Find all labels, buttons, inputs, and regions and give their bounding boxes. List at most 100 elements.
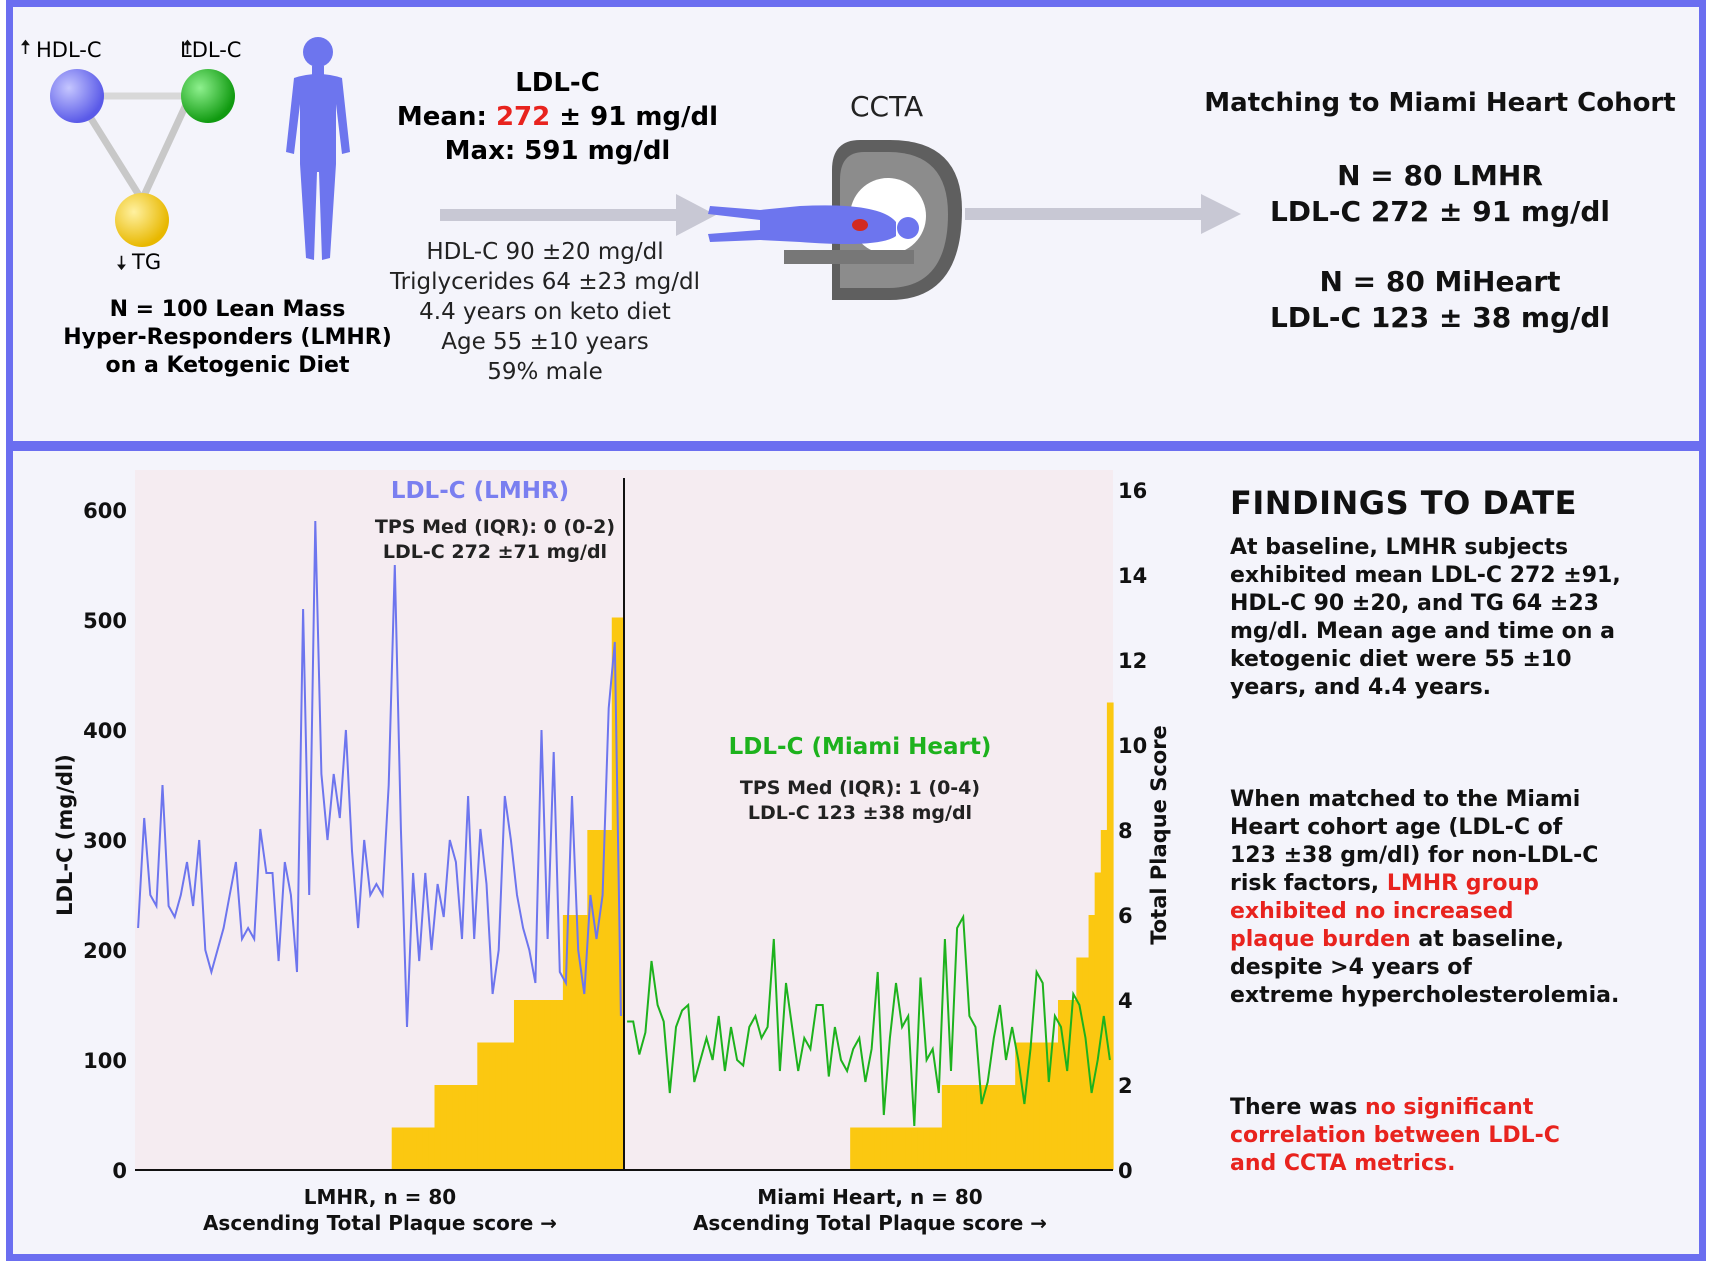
cohort-line: N = 100 Lean Mass [109,297,346,322]
tps-bar [874,1127,882,1170]
tps-bar [581,915,588,1170]
tps-bar [1088,915,1096,1170]
tps-bar [868,1127,876,1170]
lmhr-ldl: LDL-C 272 ±71 mg/dl [382,541,608,563]
stat-line: Triglycerides 64 ±23 mg/dl [390,269,700,295]
ldl-ball [181,69,235,123]
tps-bar [513,1000,521,1170]
findings-line: exhibited mean LDL-C 272 ±91, [1230,563,1621,588]
tg-ball [115,193,169,247]
miheart-series-title: LDL-C (Miami Heart) [728,734,992,760]
tps-bar [458,1085,466,1170]
y-tick-label: 0 [112,1159,127,1183]
tps-bar [954,1085,961,1170]
findings-line: risk factors, LMHR group [1230,870,1690,898]
tps-bar [410,1127,417,1170]
tps-bar [434,1085,442,1170]
tps-bar [1051,1042,1059,1170]
ccta-scanner-icon [708,140,962,300]
y2-axis-label: Total Plaque Score [1147,725,1171,945]
left-axis-ticks: 0 100 200 300 400 500 600 [83,499,127,1183]
triangle-edge-right [138,94,194,202]
tps-bar [599,830,607,1170]
tg-label: TG [132,250,162,274]
tps-bar [1100,830,1108,1170]
tps-bar [416,1127,423,1170]
tps-bar [886,1127,894,1170]
y-tick-label: 500 [83,609,127,633]
ldl-max-line: Max: 591 mg/dl [444,136,671,166]
miheart-tps: TPS Med (IQR): 1 (0-4) [739,777,981,799]
tps-bar [544,1000,552,1170]
tps-bar [532,1000,540,1170]
lmhr-x-label-1: LMHR, n = 80 [303,1185,457,1209]
match-line: N = 80 MiHeart [1319,265,1561,298]
tps-bar [1021,1042,1029,1170]
y-tick-label: 600 [83,499,127,523]
tps-bar [391,1127,399,1170]
y2-tick-label: 2 [1118,1074,1133,1098]
tps-bar [862,1127,870,1170]
findings-highlight: correlation between LDL-C [1230,1123,1560,1148]
findings-highlight: plaque burden [1230,927,1411,952]
tps-bar [526,1000,533,1170]
tps-bar [899,1127,906,1170]
tps-bar [575,915,582,1170]
arrow-to-matching-icon [965,194,1241,234]
tps-bars [391,617,1114,1170]
tps-bar [935,1127,943,1170]
stat-line: Age 55 ±10 years [441,329,649,355]
tps-bar [929,1127,937,1170]
tps-bar [403,1127,411,1170]
miheart-stats: TPS Med (IQR): 1 (0-4) LDL-C 123 ±38 mg/… [710,776,1010,826]
miheart-x-label: Miami Heart, n = 80 Ascending Total Plaq… [640,1184,1100,1236]
tps-bar [507,1042,515,1170]
miheart-x-label-1: Miami Heart, n = 80 [757,1185,983,1209]
hdl-ball [50,69,104,123]
tps-bar [440,1085,448,1170]
person-icon [286,37,350,260]
hdl-label: HDL-C [36,38,102,62]
ldl-mean-line: Mean: 272 ± 91 mg/dl [385,100,730,134]
tps-bar [947,1085,955,1170]
y2-tick-label: 8 [1118,819,1133,843]
findings-line: HDL-C 90 ±20, and TG 64 ±23 [1230,591,1599,616]
ldl-label: LDL-C [180,38,242,62]
tps-bar [1094,872,1102,1170]
findings-line: ketogenic diet were 55 ±10 [1230,647,1572,672]
cohort-line: Hyper-Responders (LMHR) [63,325,392,350]
tps-bar [978,1085,986,1170]
tps-bar [562,915,570,1170]
y2-tick-label: 16 [1118,479,1147,503]
matching-title: Matching to Miami Heart Cohort [1204,88,1676,118]
ldl-lines [137,520,1111,1127]
y2-tick-label: 0 [1118,1159,1133,1183]
tps-bar [856,1127,863,1170]
tps-bar [495,1042,503,1170]
findings-line: There was no significant [1230,1094,1690,1122]
tps-bar [1106,702,1114,1170]
cohort-line: on a Ketogenic Diet [105,353,350,378]
tps-bar [1082,957,1090,1170]
tps-bar [397,1127,405,1170]
tps-bar [911,1127,918,1170]
findings-highlight: and CCTA metrics. [1230,1151,1456,1176]
ccta-label: CCTA [850,90,924,123]
findings-line: mg/dl. Mean age and time on a [1230,619,1615,644]
stat-line: 59% male [487,359,603,385]
tps-bar [452,1085,460,1170]
y-tick-label: 300 [83,829,127,853]
findings-suffix: at baseline, [1410,927,1565,952]
lmhr-x-label: LMHR, n = 80 Ascending Total Plaque scor… [150,1184,610,1236]
matching-miheart: N = 80 MiHeart LDL-C 123 ± 38 mg/dl [1180,264,1700,336]
tps-bar [538,1000,546,1170]
y2-tick-label: 6 [1118,904,1133,928]
tps-bar [996,1085,1004,1170]
ldl-mean-suffix: ± 91 mg/dl [550,102,719,132]
lmhr-stats: TPS Med (IQR): 0 (0-2) LDL-C 272 ±71 mg/… [360,515,630,565]
findings-paragraph-1: At baseline, LMHR subjects exhibited mea… [1230,534,1690,702]
tps-bar [593,830,601,1170]
tps-bar [501,1042,509,1170]
tps-bar [465,1085,472,1170]
